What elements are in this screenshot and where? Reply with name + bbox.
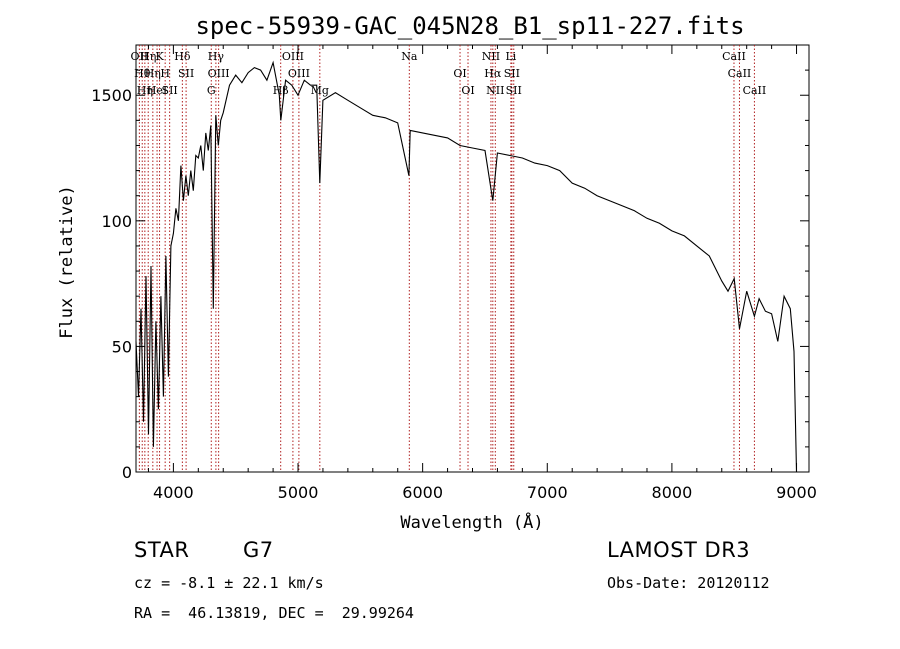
line-marker-group (138, 45, 755, 472)
x-tick-label: 8000 (652, 483, 693, 502)
object-subclass: G7 (243, 538, 274, 562)
y-tick-label: 0 (122, 463, 132, 482)
line-label: CaII (743, 84, 767, 97)
plot-frame (135, 44, 810, 473)
line-label: OII (131, 50, 149, 63)
line-label: Li (505, 50, 516, 63)
line-label: OI (461, 84, 474, 97)
line-label: HeI (147, 84, 167, 97)
survey-name: LAMOST DR3 (607, 538, 751, 562)
line-label: OI (453, 67, 466, 80)
line-label: CaII (722, 50, 746, 63)
line-label: H (160, 67, 170, 80)
axis-ticks: 4000 5000 6000 7000 8000 9000 0 50 100 1500 (91, 45, 817, 502)
x-tick-label: 7000 (527, 483, 568, 502)
y-axis-label: Flux (relative) (57, 185, 77, 339)
line-label: SII (506, 84, 522, 97)
line-label: Hα (484, 67, 502, 80)
line-label: Hδ (174, 50, 191, 63)
line-label: Hη (140, 50, 156, 63)
line-label: NII (482, 50, 500, 63)
coordinates-text: RA = 46.13819, DEC = 29.99264 (134, 604, 414, 622)
x-tick-label: 5000 (278, 483, 319, 502)
line-label: Mg (311, 84, 329, 97)
spectrum-line (135, 60, 798, 473)
line-label: SII (504, 67, 520, 80)
velocity-text: cz = -8.1 ± 22.1 km/s (134, 574, 324, 592)
line-label-group: OIIHθHηHηHηHeIKHSIIHδSIIGHγOIIIHβOIIIOII… (131, 50, 767, 97)
object-class: STAR (134, 538, 190, 562)
line-label: SII (178, 67, 194, 80)
obs-date-text: Obs-Date: 20120112 (607, 574, 770, 592)
chart-title: spec-55939-GAC_045N28_B1_sp11-227.fits (195, 12, 744, 40)
x-tick-label: 9000 (776, 483, 817, 502)
line-label: OIII (208, 67, 230, 80)
line-label: OIII (288, 67, 310, 80)
x-axis-label: Wavelength (Å) (400, 511, 543, 533)
line-label: CaII (728, 67, 752, 80)
y-tick-label: 1500 (91, 86, 132, 105)
line-label: Hβ (273, 84, 289, 97)
x-tick-label: 4000 (153, 483, 194, 502)
x-tick-label: 6000 (402, 483, 443, 502)
line-label: Hη (145, 67, 161, 80)
line-label: NII (486, 84, 504, 97)
line-label: SII (162, 84, 178, 97)
line-label: Hγ (208, 50, 225, 63)
line-label: OIII (282, 50, 304, 63)
line-label: Na (401, 50, 418, 63)
line-label: G (207, 84, 216, 97)
line-label: K (155, 50, 164, 63)
y-tick-label: 50 (112, 337, 132, 356)
line-label: Hη (137, 84, 153, 97)
y-tick-label: 100 (101, 212, 132, 231)
